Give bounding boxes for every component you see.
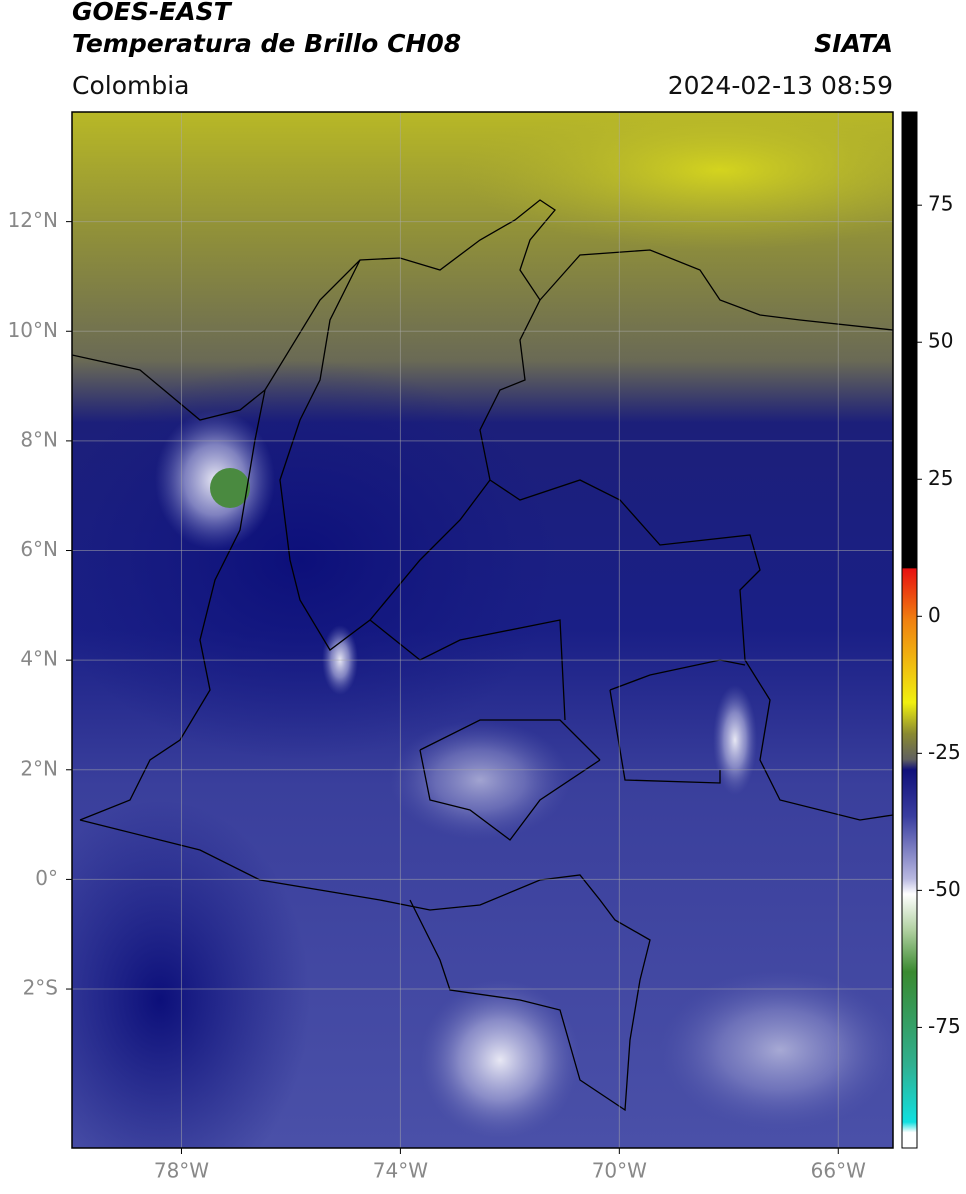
subtitle: Temperatura de Brillo CH08 — [72, 29, 461, 58]
imagery — [420, 980, 580, 1140]
region: Colombia — [72, 71, 189, 100]
x-tick-label: 66°W — [811, 1159, 866, 1183]
y-tick-label: 10°N — [8, 318, 58, 342]
title: GOES-EAST — [72, 0, 233, 26]
map-frame — [71, 111, 894, 1149]
source: SIATA — [814, 29, 893, 58]
imagery — [660, 970, 893, 1130]
borders — [72, 199, 893, 1112]
colorbar-label: -25 — [928, 740, 961, 764]
y-tick-label: 12°N — [8, 208, 58, 232]
colorbar — [901, 111, 918, 1149]
imagery — [460, 112, 893, 250]
x-tick-label: 70°W — [592, 1159, 647, 1183]
x-tick-label: 74°W — [373, 1159, 428, 1183]
y-tick-label: 6°N — [20, 537, 58, 561]
map — [72, 112, 893, 1148]
datetime: 2024-02-13 08:59 — [668, 71, 893, 100]
colorbar-label: 0 — [928, 603, 941, 627]
y-tick-label: 8°N — [20, 427, 58, 451]
grid — [72, 112, 893, 1148]
y-tick-label: 4°N — [20, 647, 58, 671]
imagery — [72, 800, 310, 1148]
imagery — [390, 720, 570, 840]
x-tick-label: 78°W — [154, 1159, 209, 1183]
y-tick-label: 2°S — [23, 976, 58, 1000]
y-tick-label: 0° — [35, 866, 58, 890]
colorbar-label: -50 — [928, 877, 961, 901]
y-tick-label: 2°N — [20, 756, 58, 780]
colorbar-label: -75 — [928, 1014, 961, 1038]
colorbar-label: 75 — [928, 192, 953, 216]
imagery — [713, 685, 757, 795]
colorbar-label: 50 — [928, 329, 953, 353]
colorbar-label: 25 — [928, 466, 953, 490]
imagery — [210, 468, 250, 508]
